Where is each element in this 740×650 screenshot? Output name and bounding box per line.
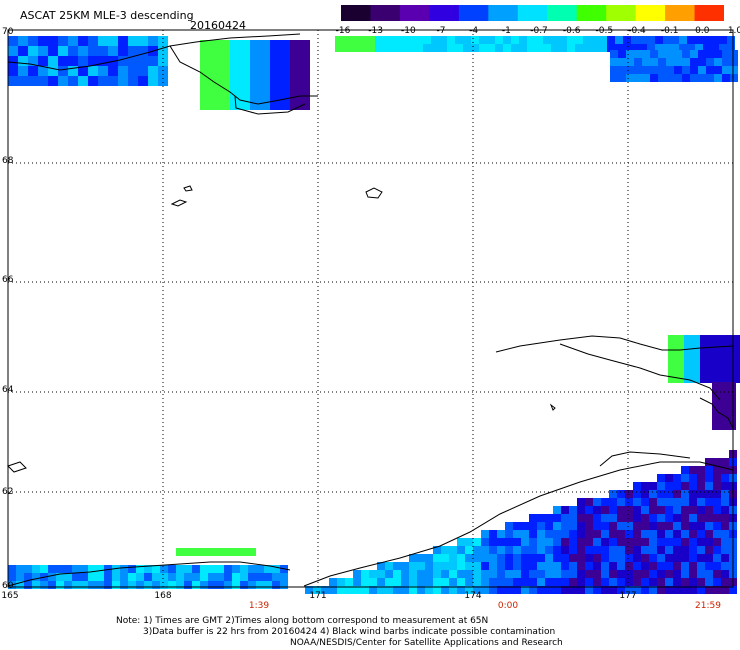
- time-label-2: 0:00: [497, 601, 519, 611]
- swath-bottom-right: [305, 450, 737, 594]
- color-scale-label: -0.1: [660, 26, 679, 36]
- color-scale-label: -13: [368, 26, 384, 36]
- time-label-3: 21:59: [695, 601, 721, 611]
- color-scale-segment: [547, 5, 578, 21]
- swath-top-right-corner: [610, 50, 738, 82]
- color-scale-segment: [429, 5, 460, 21]
- coastline-segment: [170, 199, 188, 207]
- color-scale-segment: [665, 5, 696, 21]
- lat-label-68: 68: [2, 156, 14, 166]
- coastline-segment: [599, 451, 691, 467]
- footnote-line-1: Note: 1) Times are GMT 2)Times along bot…: [116, 616, 489, 626]
- color-scale-label: 0.0: [695, 26, 710, 36]
- color-scale-label: -0.6: [562, 26, 581, 36]
- grid-lines: [8, 30, 733, 587]
- swath-bottom-left: [8, 565, 288, 589]
- plot-frame: [7, 29, 734, 588]
- coastline-segment: [699, 397, 734, 429]
- lat-label-70: 70: [2, 27, 14, 37]
- map-title: ASCAT 25KM MLE-3 descending: [20, 9, 194, 22]
- coastline-segment: [495, 335, 734, 353]
- color-scale-segment: [635, 5, 666, 21]
- color-scale-label: -1: [501, 26, 511, 36]
- coastline-segment: [7, 461, 27, 473]
- color-scale-segment: [341, 5, 372, 21]
- time-label-1: 1:39: [248, 601, 270, 611]
- swath-top-center-left: [200, 40, 310, 110]
- color-scale-label: -0.7: [530, 26, 548, 36]
- coastline-segment: [365, 187, 383, 199]
- coastline-segment: [169, 33, 301, 47]
- swath-top-left: [8, 36, 168, 86]
- coastline-segment: [7, 561, 291, 587]
- color-scale-segment: [576, 5, 607, 21]
- color-scale-segment: [458, 5, 489, 21]
- lon-label-171: 171: [309, 591, 327, 601]
- lat-label-66: 66: [2, 275, 14, 285]
- lat-label-64: 64: [2, 385, 14, 395]
- coastline-segment: [559, 343, 721, 401]
- swath-top-right-band: [335, 36, 735, 52]
- color-scale-bar: [341, 5, 724, 21]
- lon-label-174: 174: [464, 591, 482, 601]
- color-scale-label: -10: [400, 26, 416, 36]
- map-date: 20160424: [190, 19, 246, 32]
- color-scale-segment: [606, 5, 637, 21]
- color-scale-segment: [370, 5, 401, 21]
- color-scale-segment: [399, 5, 430, 21]
- coastline-segment: [183, 185, 193, 192]
- lon-label-177: 177: [619, 591, 637, 601]
- color-scale-label: -16: [335, 26, 351, 36]
- color-scale-segment: [488, 5, 519, 21]
- lat-label-60: 60: [2, 581, 14, 591]
- color-scale-label: -7: [436, 26, 446, 36]
- color-scale-label: -4: [469, 26, 479, 36]
- lon-label-168: 168: [154, 591, 172, 601]
- color-scale-segment: [694, 5, 724, 21]
- coastline-segment: [303, 461, 734, 587]
- coastline-segment: [7, 45, 318, 105]
- swath-right-middle-lower: [712, 382, 736, 430]
- color-scale-label: -0.5: [595, 26, 614, 36]
- color-scale-labels: -16 -13 -10 -7 -4 -1 -0.7 -0.6 -0.5 -0.4 -0.1 0.0 1.…: [330, 26, 740, 38]
- swath-bottom-left-top: [176, 548, 256, 556]
- lon-label-165: 165: [1, 591, 19, 601]
- color-scale-label: 1.0: [727, 26, 740, 36]
- data-swaths: [8, 36, 740, 594]
- swath-right-middle: [668, 335, 740, 383]
- coastlines: [7, 33, 734, 587]
- coastline-segment: [549, 403, 556, 411]
- footnote-line-3: NOAA/NESDIS/Center for Satellite Applica…: [290, 638, 563, 648]
- color-scale-segment: [517, 5, 548, 21]
- color-scale-label: -0.4: [628, 26, 646, 36]
- footnote-line-2: 3)Data buffer is 22 hrs from 20160424 4)…: [143, 627, 556, 637]
- lat-label-62: 62: [2, 487, 14, 497]
- coastline-segment: [234, 95, 306, 115]
